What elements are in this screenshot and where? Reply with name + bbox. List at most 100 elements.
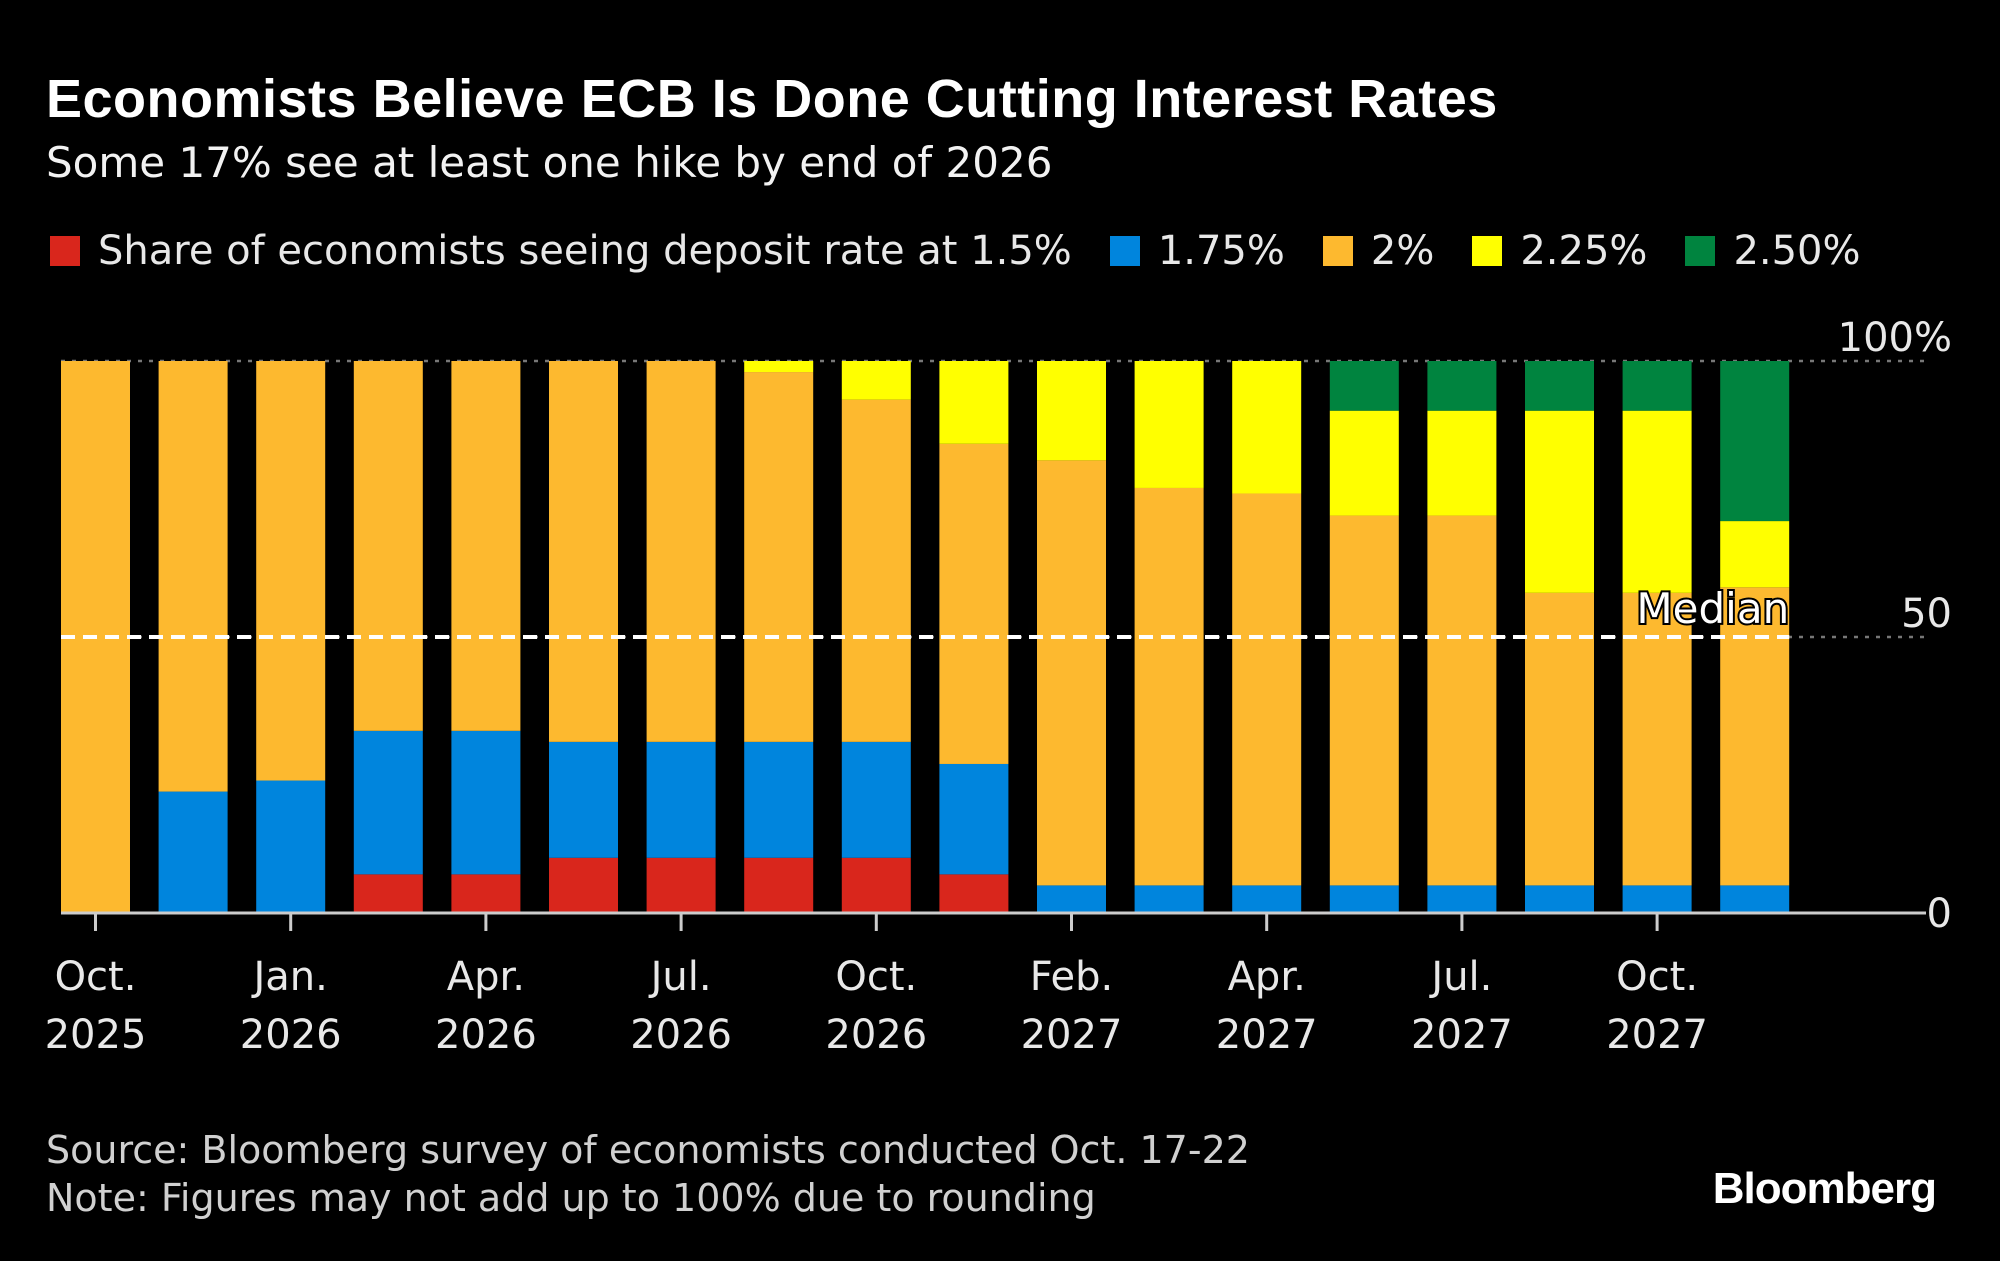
bar-segment xyxy=(256,361,326,781)
bar-segment xyxy=(549,741,618,858)
legend-label: 2% xyxy=(1370,228,1435,274)
legend-swatch xyxy=(50,236,80,266)
bar-segment xyxy=(1232,885,1302,913)
bar-segment xyxy=(1232,361,1302,494)
x-tick-label: 2025 xyxy=(45,1012,147,1058)
bar-segment xyxy=(1720,521,1790,588)
bar-segment xyxy=(1622,361,1692,411)
bar-segment xyxy=(1720,361,1790,522)
x-tick-label: 2026 xyxy=(825,1012,927,1058)
bar-segment xyxy=(1622,885,1692,913)
chart-subtitle: Some 17% see at least one hike by end of… xyxy=(46,138,1053,187)
bar-segment xyxy=(1622,592,1692,886)
y-tick-label: 0 xyxy=(1927,891,1952,937)
bar-segment xyxy=(1525,410,1594,593)
bar-segment xyxy=(744,372,814,742)
x-tick-label: 2027 xyxy=(1021,1012,1123,1058)
bar-segment xyxy=(744,857,814,913)
x-tick-label: Feb. xyxy=(1030,954,1114,1000)
bar-segment xyxy=(1525,592,1594,886)
bar-segment xyxy=(1427,410,1497,516)
x-tick-label: 2027 xyxy=(1216,1012,1318,1058)
bar-segment xyxy=(451,730,521,875)
x-tick-label: 2027 xyxy=(1411,1012,1513,1058)
legend-label: 2.25% xyxy=(1520,228,1648,274)
bar-segment xyxy=(1525,885,1594,913)
x-tick-label: Jan. xyxy=(251,954,328,1000)
legend-swatch xyxy=(1109,236,1140,266)
legend-swatch xyxy=(1472,236,1503,266)
bar-segment xyxy=(1720,885,1790,913)
bar-segment xyxy=(939,763,1009,875)
source-note: Source: Bloomberg survey of economists c… xyxy=(46,1128,1250,1172)
bar-segment xyxy=(1232,493,1302,886)
bar-segment xyxy=(1134,885,1204,913)
legend-item: 2.50% xyxy=(1685,228,1861,274)
legend-item: 1.75% xyxy=(1109,228,1285,274)
bar-segment xyxy=(1134,361,1204,488)
legend-item: Share of economists seeing deposit rate … xyxy=(50,228,1072,274)
legend-label: Share of economists seeing deposit rate … xyxy=(98,228,1072,274)
bar-segment xyxy=(744,741,814,858)
x-tick-label: Oct. xyxy=(835,954,917,1000)
bar-segment xyxy=(1329,885,1399,913)
bar-segment xyxy=(1329,515,1399,886)
bar-segment xyxy=(1329,410,1399,516)
footnote: Note: Figures may not add up to 100% due… xyxy=(46,1176,1096,1220)
bar-segment xyxy=(1037,460,1106,886)
bar-segment xyxy=(451,361,521,731)
bar-segment xyxy=(1427,885,1497,913)
bar-segment xyxy=(353,730,423,875)
bar-segment xyxy=(1427,361,1497,411)
chart-title: Economists Believe ECB Is Done Cutting I… xyxy=(46,69,1498,129)
x-tick-label: 2026 xyxy=(435,1012,537,1058)
legend-label: 1.75% xyxy=(1157,228,1285,274)
bar-segment xyxy=(353,361,423,731)
legend-swatch xyxy=(1322,236,1353,266)
bar-segment xyxy=(841,361,911,400)
bar-segment xyxy=(646,857,716,913)
bar-segment xyxy=(841,399,911,742)
x-tick-label: Apr. xyxy=(447,954,525,1000)
legend-swatch xyxy=(1685,236,1716,266)
bar-segment xyxy=(841,857,911,913)
bar-segment xyxy=(353,874,423,913)
x-tick-label: Jul. xyxy=(648,954,712,1000)
bar-segment xyxy=(1134,487,1204,886)
legend-item: 2% xyxy=(1322,228,1435,274)
bar-segment xyxy=(549,361,618,742)
bar-segment xyxy=(939,361,1009,444)
x-tick-label: Jul. xyxy=(1428,954,1492,1000)
bloomberg-logo: Bloomberg xyxy=(1712,1164,1937,1213)
bar-segment xyxy=(646,361,716,742)
bar-segment xyxy=(1037,361,1106,461)
bar-segment xyxy=(1037,885,1106,913)
bar-segment xyxy=(1525,361,1594,411)
bar-segment xyxy=(939,874,1009,913)
x-tick-label: 2026 xyxy=(630,1012,732,1058)
legend-item: 2.25% xyxy=(1472,228,1647,274)
bar-segment xyxy=(158,791,228,913)
bar-segment xyxy=(1622,410,1692,593)
bar-segment xyxy=(256,780,326,913)
x-tick-label: Oct. xyxy=(55,954,137,1000)
bar-segment xyxy=(1329,361,1399,411)
x-tick-label: Oct. xyxy=(1616,954,1698,1000)
bar-segment xyxy=(646,741,716,858)
legend-label: 2.50% xyxy=(1733,228,1861,274)
y-tick-label: 100% xyxy=(1838,315,1952,361)
bar-segment xyxy=(939,443,1009,764)
legend: Share of economists seeing deposit rate … xyxy=(50,228,1899,274)
bar-segment xyxy=(744,361,814,373)
bar-segment xyxy=(158,361,228,792)
bar-segment xyxy=(451,874,521,913)
x-tick-label: 2026 xyxy=(240,1012,342,1058)
bar-segment xyxy=(549,857,618,913)
y-tick-label: 50 xyxy=(1901,591,1952,637)
x-tick-label: Apr. xyxy=(1228,954,1306,1000)
bar-segment xyxy=(1427,515,1497,886)
bar-segment xyxy=(841,741,911,858)
median-label: Median xyxy=(1636,584,1789,633)
x-tick-label: 2027 xyxy=(1606,1012,1708,1058)
